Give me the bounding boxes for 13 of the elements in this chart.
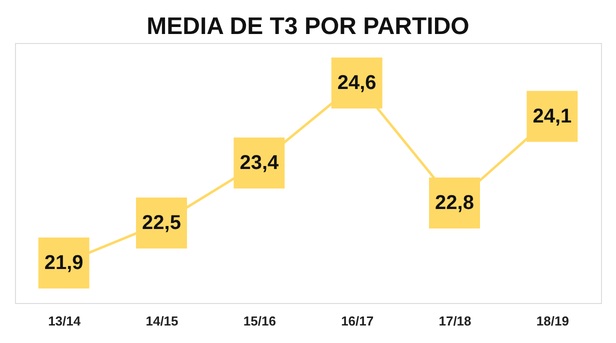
x-tick-label: 15/16	[243, 314, 276, 328]
x-tick-label: 14/15	[146, 314, 178, 328]
data-label: 23,4	[240, 152, 280, 174]
data-label: 24,6	[337, 72, 376, 94]
data-label: 21,9	[44, 252, 84, 274]
x-tick-label: 13/14	[48, 314, 82, 328]
data-label: 22,5	[142, 212, 181, 234]
data-label: 22,8	[435, 192, 474, 214]
data-label: 24,1	[532, 105, 572, 128]
x-tick-label: 17/18	[438, 314, 472, 328]
x-tick-label: 18/19	[536, 314, 569, 328]
x-tick-label: 16/17	[341, 314, 374, 328]
chart-title: MEDIA DE T3 POR PARTIDO	[146, 13, 470, 40]
